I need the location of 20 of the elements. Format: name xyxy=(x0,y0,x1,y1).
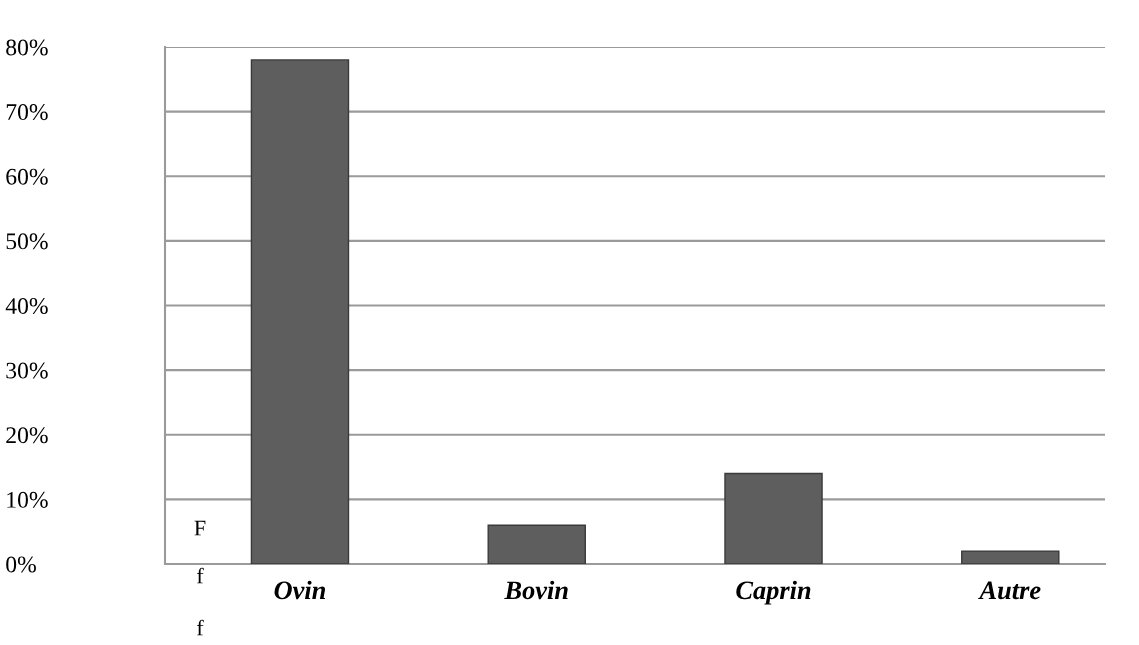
y-tick-label: 20% xyxy=(6,427,48,444)
y-tick-label: 40% xyxy=(5,297,48,314)
annotation: F xyxy=(194,520,206,536)
y-tick-label: 0% xyxy=(6,556,36,573)
x-tick-label: Autre xyxy=(978,581,1041,600)
y-tick-label: 70% xyxy=(6,104,48,121)
y-tick-label: 30% xyxy=(6,362,48,379)
text: f xyxy=(196,619,204,636)
y-tick-label: 50% xyxy=(6,233,48,250)
bar xyxy=(724,472,823,564)
y-tick-label: 10% xyxy=(7,491,48,508)
text: f xyxy=(196,567,204,584)
x-tick-label: Ovin xyxy=(274,580,326,600)
y-tick-label: 80% xyxy=(6,39,48,56)
x-tick-label: Bovin xyxy=(504,580,568,600)
x-tick-label: Caprin xyxy=(736,580,811,605)
bar xyxy=(961,550,1060,564)
y-tick-label: 60% xyxy=(6,168,48,185)
bar xyxy=(487,524,586,564)
bar xyxy=(250,59,350,564)
